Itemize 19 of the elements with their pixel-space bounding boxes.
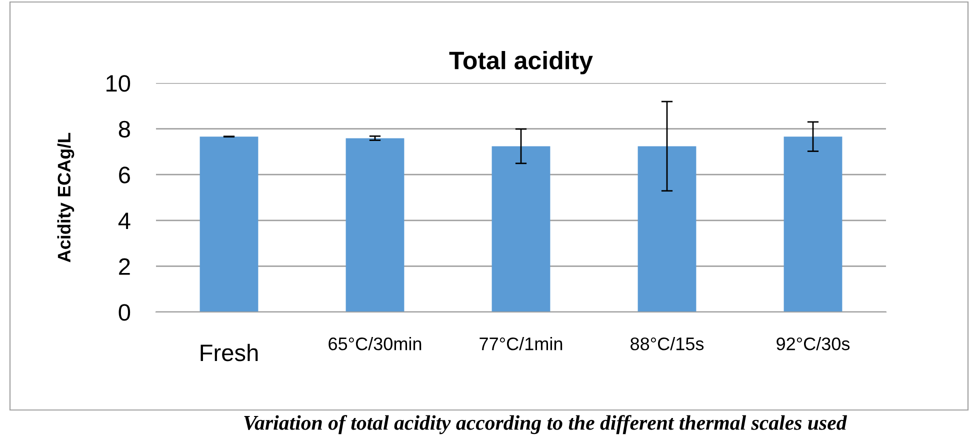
y-tick-label: 8 xyxy=(118,120,130,138)
x-tick-label: 77°C/1min xyxy=(480,337,562,350)
y-axis-title: Acidity ECAg/L xyxy=(57,132,74,262)
y-tick-label: 0 xyxy=(118,304,130,321)
bar xyxy=(492,146,550,312)
x-tick-label: 65°C/30min xyxy=(328,337,422,350)
bar xyxy=(638,146,696,312)
y-tick-label: 10 xyxy=(106,75,130,92)
text: Variation of total acidity according to the different thermal scales used xyxy=(244,415,848,434)
x-tick-label: 92°C/30s xyxy=(776,337,850,350)
bar xyxy=(784,136,842,312)
chart-title: Total acidity xyxy=(449,50,593,74)
bar xyxy=(200,136,258,312)
x-tick-label: 88°C/15s xyxy=(630,337,704,350)
bar xyxy=(346,138,404,312)
y-tick-label: 6 xyxy=(119,166,130,184)
x-tick-label: Fresh xyxy=(200,344,258,362)
y-tick-label: 2 xyxy=(119,258,130,275)
y-tick-label: 4 xyxy=(118,212,130,229)
